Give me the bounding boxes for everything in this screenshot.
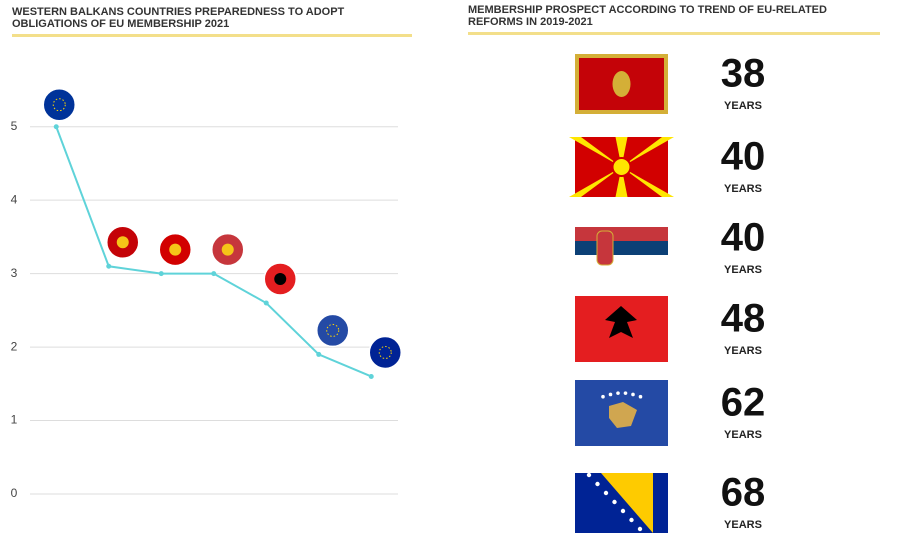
flag-group — [575, 380, 668, 446]
flag-star — [629, 517, 634, 523]
flag-ray — [569, 167, 622, 197]
prospect-unit: YEARS — [724, 429, 762, 441]
prospect-value: 40 — [721, 135, 766, 179]
prospect-unit: YEARS — [724, 100, 762, 112]
flag-ray — [621, 167, 674, 197]
data-point — [263, 300, 269, 306]
prospect-value: 38 — [721, 52, 766, 96]
flag — [575, 241, 668, 255]
flag-star — [586, 472, 592, 478]
prospect-unit: YEARS — [724, 519, 762, 531]
flag-group — [575, 472, 668, 533]
flag-emblem — [221, 243, 234, 256]
data-point — [316, 351, 322, 357]
flag-emblem — [596, 230, 614, 266]
flag-triangle — [601, 473, 653, 533]
prospect-value: 62 — [721, 381, 766, 425]
y-tick-label: 4 — [11, 192, 18, 206]
y-tick-label: 3 — [11, 266, 18, 280]
flag-eagle — [605, 306, 637, 338]
flag-group — [575, 296, 668, 362]
flag-star — [623, 391, 628, 395]
chart-title: WESTERN BALKANS COUNTRIES PREPAREDNESS T… — [12, 6, 412, 37]
prospect-value: 48 — [721, 297, 766, 341]
flag-star — [612, 499, 617, 505]
prospect-value: 40 — [721, 216, 766, 260]
flag-marker — [368, 335, 402, 370]
flag-group — [575, 227, 668, 269]
flag-map — [609, 402, 637, 428]
flag-star — [638, 394, 643, 399]
prospect-unit: YEARS — [724, 183, 762, 195]
flag-group — [575, 54, 668, 114]
y-tick-label: 0 — [11, 486, 18, 500]
flag-marker — [316, 313, 350, 348]
flag-star — [595, 481, 600, 487]
flag-star — [616, 391, 620, 395]
flag-star — [603, 490, 609, 496]
flag-emblem — [326, 323, 340, 337]
flag-star — [608, 392, 613, 397]
flag-emblem — [52, 98, 66, 112]
flag-ray — [569, 137, 622, 167]
flag-ray — [621, 137, 674, 167]
flag-ray — [615, 167, 628, 197]
data-point — [53, 124, 59, 130]
flag-emblem — [116, 236, 129, 249]
y-tick-label: 5 — [11, 119, 18, 133]
flag — [575, 255, 668, 269]
flag-group — [569, 137, 674, 197]
data-point — [158, 271, 164, 277]
flag-sun — [611, 157, 632, 177]
flag-emblem — [274, 273, 287, 286]
flag-emblem — [169, 243, 182, 256]
flag-star — [620, 508, 626, 514]
prospect-title: MEMBERSHIP PROSPECT ACCORDING TO TREND O… — [468, 4, 880, 35]
flag-star — [601, 394, 605, 399]
y-tick-label: 1 — [11, 413, 18, 427]
data-point — [211, 271, 217, 277]
flag — [575, 227, 668, 241]
flag-star — [637, 526, 643, 532]
data-point — [368, 373, 374, 379]
flag-star — [631, 392, 635, 397]
flag-ray — [615, 137, 628, 167]
data-point — [106, 263, 112, 269]
flag-marker — [42, 87, 76, 122]
prospect-unit: YEARS — [724, 345, 762, 357]
flag-emblem — [612, 71, 631, 97]
y-tick-label: 2 — [11, 339, 18, 353]
prospect-unit: YEARS — [724, 264, 762, 276]
flag-emblem — [378, 345, 392, 359]
prospect-value: 68 — [721, 471, 766, 515]
